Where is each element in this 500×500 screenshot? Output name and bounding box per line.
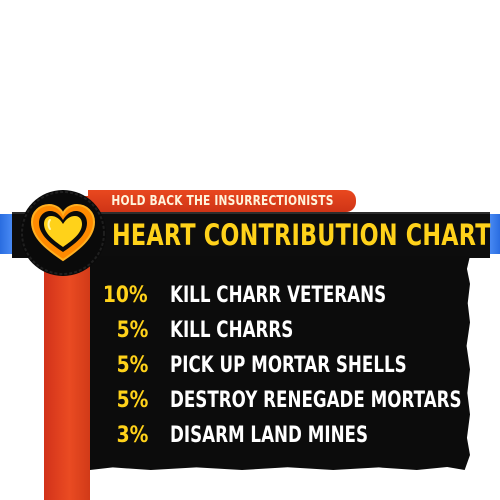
page-title: HEART CONTRIBUTION CHART [112, 218, 491, 252]
subtitle: HOLD BACK THE INSURRECTIONISTS [110, 193, 334, 209]
contribution-percent: 10% [103, 283, 148, 308]
contribution-percent: 5% [116, 388, 148, 413]
contribution-task: KILL CHARRS [170, 318, 294, 343]
contribution-task: DISARM LAND MINES [170, 423, 369, 448]
contribution-task: PICK UP MORTAR SHELLS [170, 353, 407, 378]
contribution-list: 10% KILL CHARR VETERANS 5% KILL CHARRS 5… [90, 278, 470, 453]
contribution-task: DESTROY RENEGADE MORTARS [170, 388, 462, 413]
blue-accent-left [0, 214, 14, 254]
heart-icon-graphic [20, 190, 106, 276]
contribution-task: KILL CHARR VETERANS [170, 283, 387, 308]
list-item: 5% PICK UP MORTAR SHELLS [90, 348, 470, 383]
list-item: 5% DESTROY RENEGADE MORTARS [90, 383, 470, 418]
blue-accent-right [488, 214, 500, 254]
list-item: 5% KILL CHARRS [90, 313, 470, 348]
list-item: 10% KILL CHARR VETERANS [90, 278, 470, 313]
title-container: HEART CONTRIBUTION CHART [112, 216, 490, 254]
subtitle-banner: HOLD BACK THE INSURRECTIONISTS [88, 190, 356, 212]
contribution-percent: 3% [116, 423, 148, 448]
contribution-panel [90, 256, 470, 470]
heart-icon [18, 188, 108, 278]
list-item: 3% DISARM LAND MINES [90, 418, 470, 453]
contribution-percent: 5% [116, 318, 148, 343]
contribution-percent: 5% [116, 353, 148, 378]
